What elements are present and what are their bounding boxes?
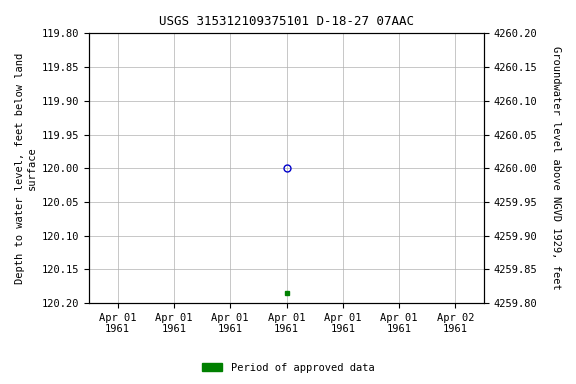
Y-axis label: Depth to water level, feet below land
surface: Depth to water level, feet below land su… xyxy=(15,53,37,284)
Y-axis label: Groundwater level above NGVD 1929, feet: Groundwater level above NGVD 1929, feet xyxy=(551,46,561,290)
Title: USGS 315312109375101 D-18-27 07AAC: USGS 315312109375101 D-18-27 07AAC xyxy=(159,15,414,28)
Legend: Period of approved data: Period of approved data xyxy=(198,359,378,377)
